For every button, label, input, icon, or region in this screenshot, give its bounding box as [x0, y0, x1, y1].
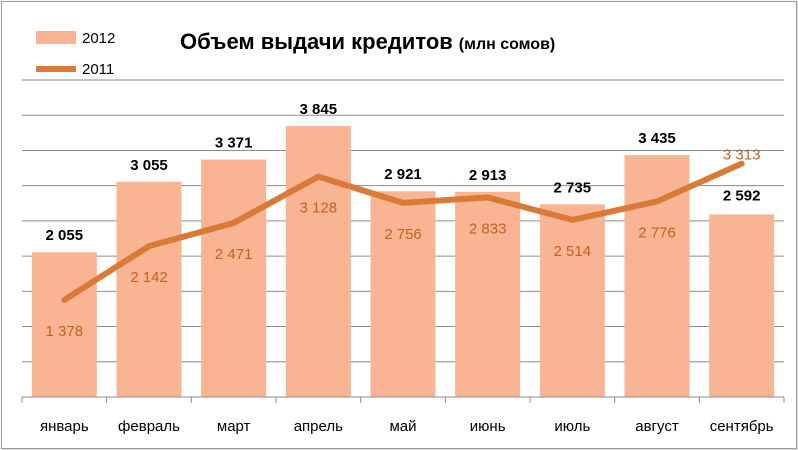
- category-label: январь: [40, 418, 89, 435]
- bar-data-labels: 2 055 3 055 3 371 3 845 2 921 2 913 2 735 3 435…: [46, 101, 761, 244]
- bar-label-2012: 2 735: [554, 179, 592, 196]
- line-label-2011: 2 142: [130, 269, 168, 286]
- line-label-2011: 2 471: [215, 246, 253, 263]
- line-label-2011: 2 514: [554, 243, 592, 260]
- bar-label-2012: 3 435: [638, 130, 676, 147]
- bar-2012-8: [624, 155, 690, 397]
- category-label: июнь: [470, 418, 506, 435]
- category-label: сентябрь: [710, 418, 774, 435]
- bar-label-2012: 2 913: [469, 167, 507, 184]
- bar-2012-6: [455, 191, 521, 397]
- bar-2012-9: [709, 214, 775, 397]
- legend-label-2011: 2011: [82, 61, 114, 78]
- bar-label-2012: 2 921: [384, 166, 422, 183]
- line-label-2011: 3 128: [300, 200, 338, 217]
- chart-title-group: Объем выдачи кредитов (млн сомов): [180, 29, 555, 54]
- bar-2012-4: [285, 126, 351, 397]
- chart-title: Объем выдачи кредитов: [180, 29, 453, 54]
- bar-label-2012: 2 055: [46, 227, 84, 244]
- line-label-2011: 1 378: [46, 323, 84, 340]
- bar-label-2012: 3 845: [300, 101, 338, 118]
- category-label: апрель: [294, 418, 343, 435]
- bar-2012-5: [370, 191, 436, 397]
- line-label-2011: 2 776: [638, 224, 676, 241]
- line-label-2011: 2 833: [469, 220, 507, 237]
- category-label: июль: [554, 418, 590, 435]
- line-2011: [61, 160, 745, 303]
- bar-label-2012: 2 592: [723, 187, 761, 204]
- line-label-2011: 3 313: [723, 147, 761, 164]
- legend-swatch-2012: [36, 31, 76, 44]
- bar-2012-3: [201, 159, 267, 397]
- x-axis-ticks: [21, 397, 785, 403]
- line-label-2011: 2 756: [384, 226, 422, 243]
- category-label: май: [389, 418, 416, 435]
- line-series-2011: [61, 160, 745, 303]
- bar-2012-1: [31, 252, 97, 397]
- bar-label-2012: 3 055: [130, 157, 168, 174]
- bar-series-2012: [31, 126, 775, 397]
- chart-subtitle: (млн сомов): [459, 36, 555, 53]
- bar-label-2012: 3 371: [215, 135, 253, 152]
- bar-2012-7: [539, 204, 605, 397]
- line-data-labels: 1 378 2 142 2 471 3 128 2 756 2 833 2 514 2 776…: [46, 147, 761, 340]
- bar-2012-2: [116, 181, 182, 397]
- legend: 2012 2011: [36, 30, 115, 78]
- legend-label-2012: 2012: [82, 30, 115, 47]
- category-labels: январь февраль март апрель май июнь июль август…: [40, 418, 774, 435]
- category-label: февраль: [118, 418, 180, 435]
- category-label: август: [635, 418, 679, 435]
- category-label: март: [217, 418, 251, 435]
